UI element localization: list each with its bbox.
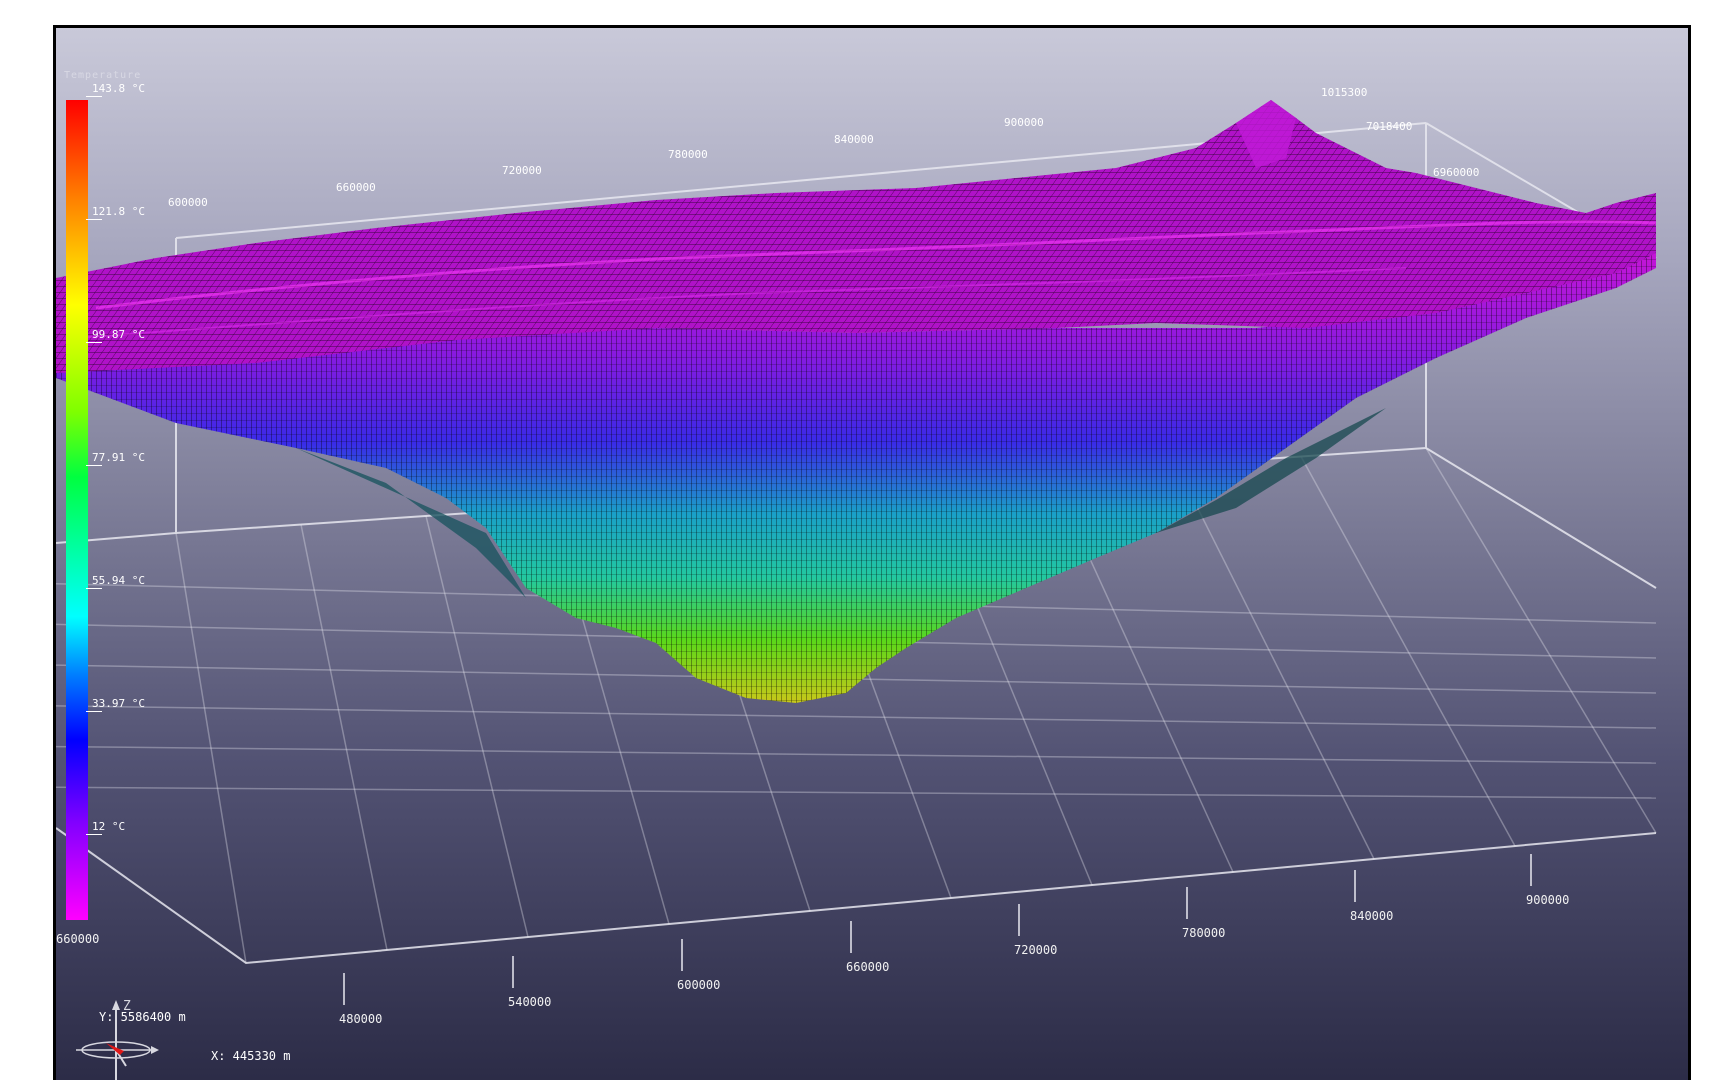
axis-tick-label: 660000 <box>56 932 99 946</box>
legend-tick-label: 99.87 °C <box>86 328 145 343</box>
axis-tick-label: 6960000 <box>1433 166 1479 179</box>
grid-line <box>1425 447 1657 834</box>
axis-tick-label: 660000 <box>336 181 376 194</box>
axis-tick-label: 780000 <box>668 148 708 161</box>
y-coordinate-readout: Y: 5586400 m <box>99 1010 186 1024</box>
axis-tick-label: 720000 <box>502 164 542 177</box>
legend-tick-label: 12 °C <box>85 820 126 835</box>
legend-tick-label: 143.8 °C <box>86 82 145 97</box>
axis-tick-label: 720000 <box>1014 943 1057 957</box>
grid-line <box>1300 456 1516 847</box>
grid-line <box>300 524 388 951</box>
triad-z-label: Z <box>123 999 131 1014</box>
axis-tick-label: 540000 <box>508 995 551 1009</box>
x-coordinate-readout: X: 445330 m <box>211 1049 291 1063</box>
axis-tick-label: 660000 <box>846 960 889 974</box>
3d-viewport[interactable]: 480000 540000 600000 660000 720000 780000 8400… <box>53 25 1691 1080</box>
axis-tick-label: 840000 <box>1350 909 1393 923</box>
axis-tick-label: 840000 <box>834 133 874 146</box>
axis-tick-label: 480000 <box>339 1012 382 1026</box>
grid-line <box>425 515 529 938</box>
3d-scene[interactable]: 480000 540000 600000 660000 720000 780000 8400… <box>56 28 1691 1080</box>
grid-line <box>1175 464 1375 860</box>
grid-line <box>175 532 247 964</box>
grid-line <box>56 786 1657 799</box>
legend-tick-label: 33.97 °C <box>86 697 145 712</box>
axis-tick-label: 780000 <box>1182 926 1225 940</box>
legend-tick-label: 77.91 °C <box>86 451 145 466</box>
axis-tick-label: 1015300 <box>1321 86 1367 99</box>
axis-tick-label: 600000 <box>168 196 208 209</box>
grid-line <box>56 745 1657 764</box>
axis-tick-label: 7018400 <box>1366 120 1412 133</box>
axis-tick-label: 600000 <box>677 978 720 992</box>
grid-line <box>56 705 1657 729</box>
axis-tick-label: 900000 <box>1004 116 1044 129</box>
orientation-triad-icon[interactable]: Z <box>71 988 161 1080</box>
axis-tick-label: 900000 <box>1526 893 1569 907</box>
temperature-color-bar <box>66 100 88 920</box>
axis-labels: 480000 540000 600000 660000 720000 780000 8400… <box>56 86 1569 1026</box>
legend-title: Temperature <box>64 70 142 81</box>
legend-tick-label: 121.8 °C <box>86 205 145 220</box>
legend-tick-label: 55.94 °C <box>86 574 145 589</box>
basin-surface <box>56 100 1657 703</box>
